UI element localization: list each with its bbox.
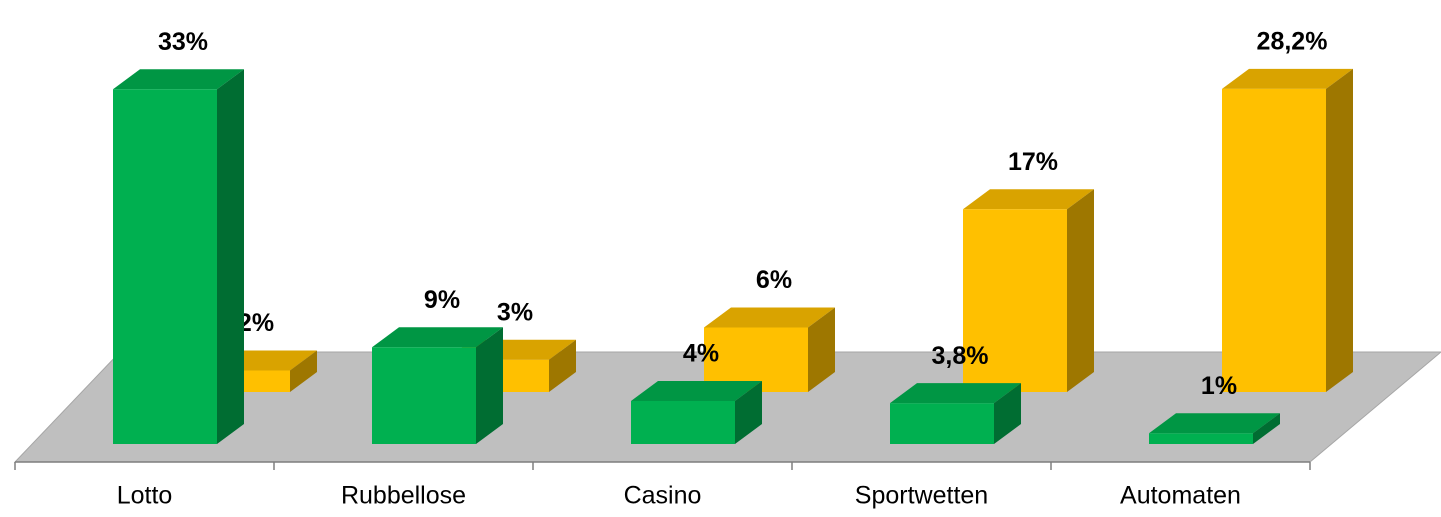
bar-front — [1149, 433, 1253, 444]
bar — [1149, 413, 1280, 444]
x-tick-label: Casino — [624, 482, 702, 510]
bar-top — [631, 381, 762, 401]
bar — [963, 189, 1094, 392]
bar-side — [217, 69, 244, 444]
bar-side — [994, 383, 1021, 444]
bar-side — [1253, 413, 1280, 444]
x-tick-label: Lotto — [117, 482, 173, 510]
value-label: 4% — [683, 340, 719, 368]
bar-top — [890, 383, 1021, 404]
x-tick-label: Sportwetten — [855, 482, 988, 510]
bar-top — [113, 69, 244, 90]
bar-side — [1067, 189, 1094, 392]
bar-front — [1222, 88, 1326, 392]
bar — [890, 383, 1021, 444]
bar-side — [290, 350, 317, 392]
bar-top — [963, 189, 1094, 210]
bar-top — [704, 307, 835, 328]
bar-side — [549, 339, 576, 392]
bar-side — [735, 381, 762, 444]
value-label: 6% — [756, 266, 792, 294]
value-label: 33% — [158, 28, 208, 56]
x-tick-label: Automaten — [1120, 482, 1241, 510]
bar — [704, 307, 835, 392]
value-label: 28,2% — [1257, 27, 1328, 55]
bar — [113, 69, 244, 444]
bar-front — [963, 209, 1067, 392]
value-label: 9% — [424, 286, 460, 314]
value-label: 3,8% — [932, 342, 989, 370]
bar-side — [1326, 68, 1353, 392]
x-tick-label: Rubbellose — [341, 482, 466, 510]
bar-top — [1222, 68, 1353, 89]
bar — [1222, 68, 1353, 392]
bar-side — [476, 327, 503, 444]
value-label: 1% — [1201, 372, 1237, 400]
bar-front — [113, 89, 217, 444]
bar-front — [631, 401, 735, 444]
value-label: 3% — [497, 298, 533, 326]
bar-front — [890, 403, 994, 444]
bar — [372, 327, 503, 444]
bar-top — [1149, 413, 1280, 434]
bar-side — [808, 307, 835, 392]
bar-front — [372, 347, 476, 444]
bar — [631, 381, 762, 444]
value-label: 17% — [1008, 148, 1058, 176]
bar-top — [372, 327, 503, 348]
